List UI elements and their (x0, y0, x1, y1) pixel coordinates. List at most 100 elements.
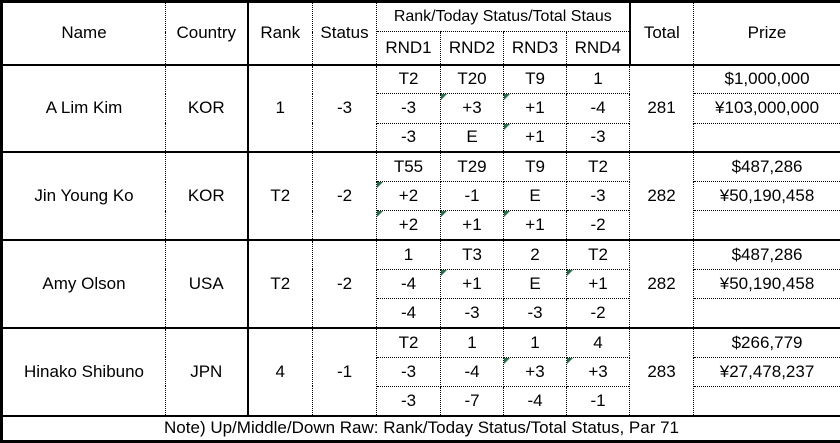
player-status: -3 (312, 64, 377, 154)
round-rank-cell: T3 (440, 239, 504, 270)
round-today-cell: +1 (440, 268, 504, 300)
round-rank-cell: 4 (565, 327, 631, 358)
header-row-top: Name Country Rank Status Rank/Today Stat… (1, 1, 840, 66)
prize-usd-cell: $487,286 (693, 151, 840, 183)
round-rank-cell: 1 (376, 239, 441, 270)
player-subrow: -4 +1 E +1 ¥50,190,458 (2, 268, 840, 300)
player-subrow: Amy Olson USA T2 -2 1 T3 2 T2 282 $487,286 (1, 239, 840, 329)
column-header-rnd4: RND4 (565, 31, 631, 66)
player-rank: 4 (247, 327, 313, 417)
stored-as-text-flag-icon (441, 270, 447, 276)
round-total-status-cell: +1 (440, 210, 504, 242)
player-total: 281 (629, 64, 695, 154)
prize-empty-cell (693, 297, 840, 329)
round-today-cell: +3 (565, 356, 631, 387)
prize-jpy-cell: ¥50,190,458 (693, 180, 840, 212)
player-status: -1 (312, 327, 377, 417)
round-today-cell: -1 (440, 180, 504, 212)
round-today-cell: E (503, 268, 567, 300)
column-header-prize: Prize (693, 1, 840, 66)
player-country: KOR (165, 64, 249, 154)
round-total-status-cell: -3 (503, 297, 567, 329)
round-today-cell: +2 (376, 180, 441, 212)
column-header-status: Status (312, 1, 377, 66)
prize-empty-cell (693, 210, 840, 242)
round-total-status-cell: +1 (503, 122, 567, 154)
round-rank-cell: T2 (376, 63, 441, 95)
stored-as-text-flag-icon (504, 211, 510, 218)
round-rank-cell: T29 (440, 151, 504, 183)
round-today-cell: +1 (565, 268, 631, 300)
round-rank-cell: T2 (565, 239, 631, 270)
stored-as-text-flag-icon (441, 211, 447, 218)
player-subrow: -3 +3 +1 -4 ¥103,000,000 (2, 93, 840, 124)
round-today-cell: +3 (440, 93, 504, 124)
round-total-status-cell: -3 (565, 122, 631, 154)
player-status: -2 (312, 239, 377, 329)
round-total-status-cell: -1 (565, 385, 631, 417)
player-name: Hinako Shibuno (1, 327, 166, 417)
column-header-total: Total (629, 1, 695, 66)
header-row-rounds: RND1 RND2 RND3 RND4 (2, 31, 840, 66)
prize-usd-cell: $487,286 (693, 239, 840, 270)
column-header-rounds-group: Rank/Today Status/Total Staus (375, 1, 631, 32)
round-total-status-cell: -3 (440, 297, 504, 329)
round-today-cell: E (503, 180, 567, 212)
stored-as-text-flag-icon (504, 94, 510, 101)
prize-empty-cell (693, 385, 840, 417)
round-today-cell: -4 (565, 93, 631, 124)
stored-as-text-flag-icon (567, 270, 573, 276)
round-today-cell: -3 (376, 93, 441, 124)
column-header-rank: Rank (247, 1, 313, 66)
stored-as-text-flag-icon (567, 358, 573, 364)
player-name: A Lim Kim (1, 64, 166, 154)
player-rank: T2 (247, 151, 313, 241)
round-total-status-cell: -2 (565, 210, 631, 242)
player-subrow: +2 -1 E -3 ¥50,190,458 (2, 180, 840, 212)
player-subrow: Jin Young Ko KOR T2 -2 T55 T29 T9 T2 282 $487,286 (1, 151, 840, 241)
round-total-status-cell: +1 (503, 210, 567, 242)
round-total-status-cell: +2 (376, 210, 441, 242)
table-header: Name Country Rank Status Rank/Today Stat… (1, 1, 840, 66)
stored-as-text-flag-icon (377, 182, 383, 188)
player-status: -2 (312, 151, 377, 241)
round-rank-cell: T2 (565, 151, 631, 183)
column-header-country: Country (165, 1, 249, 66)
player-name: Amy Olson (1, 239, 166, 329)
round-total-status-cell: -4 (503, 385, 567, 417)
player-country: USA (165, 239, 249, 329)
column-header-rnd3: RND3 (503, 31, 567, 66)
round-rank-cell: 1 (503, 327, 567, 358)
player-total: 282 (629, 239, 695, 329)
player-total: 283 (629, 327, 695, 417)
round-today-cell: -3 (565, 180, 631, 212)
round-today-cell: -3 (376, 356, 441, 387)
round-rank-cell: 1 (565, 63, 631, 95)
player-country: KOR (165, 151, 249, 241)
round-today-cell: +3 (503, 356, 567, 387)
stored-as-text-flag-icon (504, 124, 510, 130)
player-total: 282 (629, 151, 695, 241)
player-subrow: Hinako Shibuno JPN 4 -1 T2 1 1 4 283 $266,779 (1, 327, 840, 417)
note-row: Note) Up/Middle/Down Raw: Rank/Today Sta… (0, 415, 840, 442)
player-rank: 1 (247, 64, 313, 154)
footnote: Note) Up/Middle/Down Raw: Rank/Today Sta… (0, 415, 840, 442)
player-country: JPN (165, 327, 249, 417)
prize-jpy-cell: ¥103,000,000 (693, 93, 840, 124)
player-subrow: -4 -3 -3 -2 (2, 297, 840, 329)
player-subrow: -3 -4 +3 +3 ¥27,478,237 (2, 356, 840, 387)
player-rank: T2 (247, 239, 313, 329)
column-header-rnd2: RND2 (440, 31, 504, 66)
prize-usd-cell: $266,779 (693, 327, 840, 358)
round-rank-cell: T9 (503, 63, 567, 95)
column-header-rnd1: RND1 (376, 31, 441, 66)
round-rank-cell: 1 (440, 327, 504, 358)
prize-jpy-cell: ¥27,478,237 (693, 356, 840, 387)
round-rank-cell: T20 (440, 63, 504, 95)
player-subrow: -3 -7 -4 -1 (2, 385, 840, 417)
player-subrow: +2 +1 +1 -2 (2, 210, 840, 242)
round-total-status-cell: E (440, 122, 504, 154)
round-total-status-cell: -4 (376, 297, 441, 329)
stored-as-text-flag-icon (504, 358, 510, 364)
